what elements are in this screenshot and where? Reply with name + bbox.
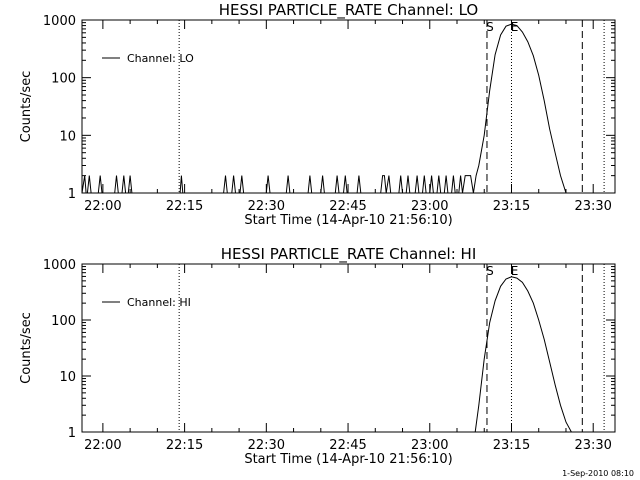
x-tick-label: 23:30 (574, 199, 611, 214)
x-tick-label: 22:45 (329, 199, 366, 214)
plot-frame (81, 19, 616, 194)
y-tick-label: 1 (68, 187, 76, 202)
y-tick-label: 1 (68, 426, 76, 441)
y-tick-label: 1000 (43, 14, 76, 29)
x-tick-label: 22:45 (329, 438, 366, 453)
x-tick-label: 22:00 (84, 438, 121, 453)
marker-label-s: S (486, 264, 494, 278)
chart-title: HESSI PARTICLE_RATE Channel: HI (221, 245, 477, 264)
marker-label-e: E (511, 264, 519, 278)
chart-title: HESSI PARTICLE_RATE Channel: LO (219, 1, 478, 20)
series-line-lo (81, 23, 583, 194)
y-tick-label: 10 (59, 129, 76, 144)
y-tick-label: 10 (59, 370, 76, 385)
y-tick-label: 1000 (43, 258, 76, 273)
footer-timestamp: 1-Sep-2010 08:10 (562, 469, 634, 478)
y-tick-label: 100 (51, 314, 76, 329)
x-tick-label: 23:00 (411, 438, 448, 453)
y-axis-label: Counts/sec (19, 312, 34, 384)
marker-label-s: S (486, 20, 494, 34)
x-tick-label: 23:15 (493, 199, 530, 214)
plot-frame (81, 263, 616, 433)
x-tick-label: 22:15 (166, 199, 203, 214)
x-tick-label: 22:30 (248, 438, 285, 453)
x-tick-label: 22:00 (84, 199, 121, 214)
chart-hi: HESSI PARTICLE_RATE Channel: HI 1 10 100 100… (19, 245, 616, 467)
x-axis-label: Start Time (14-Apr-10 21:56:10) (244, 452, 452, 467)
series-line-hi (474, 276, 572, 433)
marker-label-e: E (511, 20, 519, 34)
x-tick-label: 23:00 (411, 199, 448, 214)
x-tick-label: 22:30 (248, 199, 285, 214)
legend-label: Channel: HI (127, 296, 191, 309)
y-axis-label: Counts/sec (19, 71, 34, 143)
x-tick-label: 22:15 (166, 438, 203, 453)
x-tick-label: 23:30 (574, 438, 611, 453)
x-tick-label: 23:15 (493, 438, 530, 453)
chart-lo: HESSI PARTICLE_RATE Channel: LO 1 10 100 100… (19, 1, 616, 228)
legend-label: Channel: LO (127, 52, 194, 65)
x-axis-label: Start Time (14-Apr-10 21:56:10) (244, 213, 452, 228)
y-tick-label: 100 (51, 72, 76, 87)
